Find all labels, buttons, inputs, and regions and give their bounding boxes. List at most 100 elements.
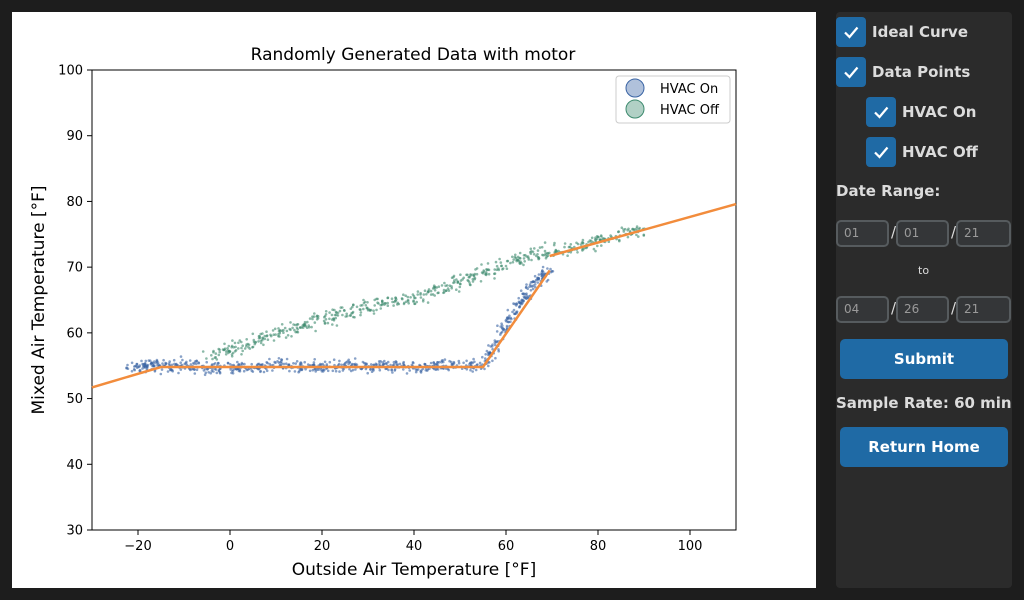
data-point xyxy=(483,367,486,371)
hvac-on-checkbox[interactable] xyxy=(866,97,896,127)
data-point xyxy=(440,284,444,287)
data-point xyxy=(510,317,513,321)
data-point xyxy=(269,333,272,337)
data-point xyxy=(203,373,207,377)
data-points-checkbox-row[interactable]: Data Points xyxy=(836,57,970,87)
data-point xyxy=(330,318,334,321)
data-points-checkbox[interactable] xyxy=(836,57,866,87)
data-point xyxy=(422,298,425,301)
data-point xyxy=(493,343,497,347)
data-point xyxy=(526,287,529,291)
data-point xyxy=(184,361,188,365)
data-point xyxy=(326,321,330,325)
data-point xyxy=(500,322,503,326)
data-point xyxy=(285,362,288,366)
data-point xyxy=(345,312,349,316)
data-point xyxy=(493,268,497,271)
data-point xyxy=(553,241,556,245)
legend-box xyxy=(615,75,731,124)
legend-hvac-on-label: HVAC On xyxy=(660,82,718,97)
data-point xyxy=(429,289,433,293)
data-point xyxy=(499,333,502,336)
ideal-curve-checkbox[interactable] xyxy=(836,17,866,47)
data-point xyxy=(391,300,394,304)
data-point xyxy=(455,278,458,281)
end-year-input[interactable]: 21 xyxy=(956,296,1011,323)
data-point xyxy=(231,372,235,375)
data-point xyxy=(261,332,264,335)
data-point xyxy=(307,325,311,329)
data-point xyxy=(247,346,250,349)
data-point xyxy=(437,285,441,289)
data-point xyxy=(488,361,491,364)
hvac-on-checkbox-row[interactable]: HVAC On xyxy=(866,97,976,127)
data-point xyxy=(484,353,488,356)
data-point xyxy=(495,264,499,268)
data-point xyxy=(449,360,453,364)
data-point xyxy=(311,368,315,372)
data-point xyxy=(328,317,331,321)
hvac-off-checkbox-row[interactable]: HVAC Off xyxy=(866,137,978,167)
data-point xyxy=(373,304,377,307)
start-month-input[interactable]: 01 xyxy=(836,220,889,247)
data-point xyxy=(338,370,341,373)
checkmark-icon xyxy=(874,146,889,159)
data-point xyxy=(210,369,214,373)
data-point xyxy=(289,321,292,324)
data-point xyxy=(372,312,376,315)
data-point xyxy=(369,363,373,366)
data-point xyxy=(336,314,340,317)
data-point xyxy=(406,295,410,299)
data-point xyxy=(431,287,435,290)
start-year-input[interactable]: 21 xyxy=(956,220,1011,247)
data-point xyxy=(231,351,235,355)
hvac-off-checkbox[interactable] xyxy=(866,137,896,167)
data-point xyxy=(188,359,192,362)
data-point xyxy=(502,328,506,331)
start-day-input[interactable]: 01 xyxy=(896,220,949,247)
data-point xyxy=(456,280,460,284)
data-point xyxy=(352,315,355,319)
data-point xyxy=(550,269,554,273)
data-point xyxy=(218,350,221,354)
date-separator: / xyxy=(891,299,897,317)
data-point xyxy=(537,276,541,280)
data-point xyxy=(500,264,503,268)
data-point xyxy=(582,247,585,251)
data-point xyxy=(168,360,171,363)
data-point xyxy=(218,371,222,375)
submit-button[interactable]: Submit xyxy=(840,339,1008,379)
data-point xyxy=(328,360,332,364)
data-point xyxy=(268,362,272,366)
data-point xyxy=(362,301,366,305)
ideal-curve-checkbox-row[interactable]: Ideal Curve xyxy=(836,17,968,47)
data-point xyxy=(493,277,496,280)
data-point xyxy=(283,326,287,330)
data-point xyxy=(303,360,307,364)
data-point xyxy=(386,301,390,305)
data-point xyxy=(469,368,472,372)
data-point xyxy=(295,360,299,363)
data-point xyxy=(214,352,218,355)
data-point xyxy=(501,324,504,328)
data-point xyxy=(325,363,329,366)
data-point xyxy=(323,360,327,364)
data-point xyxy=(516,255,520,259)
data-point xyxy=(391,371,394,374)
data-point xyxy=(592,247,596,251)
data-point xyxy=(405,372,409,375)
end-day-input[interactable]: 26 xyxy=(896,296,949,323)
data-point xyxy=(159,372,163,376)
data-point xyxy=(161,362,164,365)
data-point xyxy=(386,304,390,308)
data-point xyxy=(546,251,549,255)
data-point xyxy=(377,360,381,363)
end-month-input[interactable]: 04 xyxy=(836,296,889,323)
data-point xyxy=(217,353,221,357)
data-point xyxy=(359,304,363,307)
data-point xyxy=(294,330,298,334)
data-point xyxy=(229,368,232,371)
data-point xyxy=(294,323,297,327)
data-point xyxy=(375,363,379,366)
return-home-button[interactable]: Return Home xyxy=(840,427,1008,467)
